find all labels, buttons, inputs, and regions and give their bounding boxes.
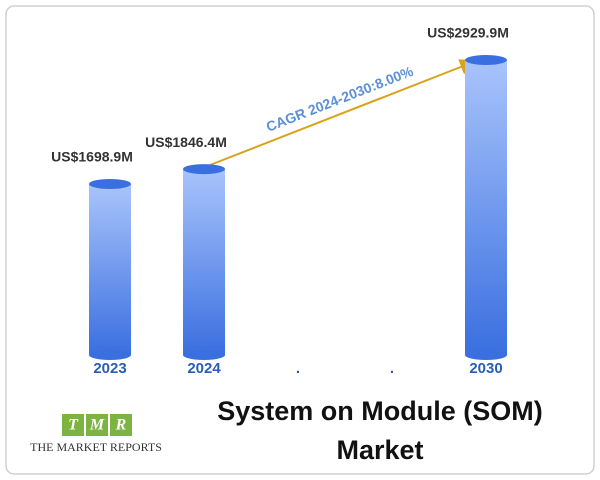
logo-text: THE MARKET REPORTS — [30, 440, 162, 454]
x-tick-label: 2024 — [187, 360, 221, 377]
chart-title: System on Module (SOM) Market — [217, 396, 543, 465]
x-tick-label: 2023 — [93, 360, 126, 377]
value-label: US$1846.4M — [145, 134, 227, 150]
bar-bottom — [183, 350, 225, 360]
bar-bottom — [89, 350, 131, 360]
bar — [465, 60, 507, 355]
logo-letter: R — [115, 417, 127, 434]
logo-box — [110, 414, 132, 436]
bar-bottom — [465, 350, 507, 360]
logo: T M R THE MARKET REPORTS — [30, 414, 162, 454]
bar-top — [465, 55, 507, 65]
cagr-arrow — [209, 59, 478, 166]
frame — [5, 5, 595, 475]
x-tick-label: . — [296, 360, 300, 377]
x-tick-label: 2030 — [469, 360, 502, 377]
logo-box — [86, 414, 108, 436]
cagr-annotation: CAGR 2024-2030:8.00% — [264, 63, 416, 135]
bar — [183, 169, 225, 355]
x-tick-label: . — [390, 360, 394, 377]
logo-letter: T — [68, 417, 79, 434]
logo-box — [62, 414, 84, 436]
logo-letter: M — [89, 417, 105, 434]
bar-top — [89, 178, 131, 189]
value-label: US$2929.9M — [427, 25, 509, 41]
bar — [89, 183, 131, 355]
bar-top — [183, 164, 225, 175]
value-label: US$1698.9M — [51, 149, 133, 165]
